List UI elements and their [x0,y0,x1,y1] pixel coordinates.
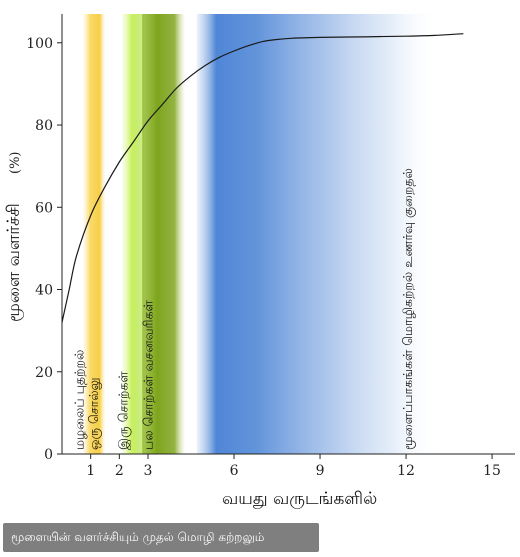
x-tick-label: 1 [86,463,95,479]
axes [61,14,515,455]
x-axis-title: வயது வருடங்களில் [222,489,377,509]
x-tick-label: 12 [397,463,415,479]
band-label-decline: மூளைப்பாகங்கள் மொழிகற்றல் உணர்வு குறைதல் [400,168,416,450]
x-tick-label: 2 [115,463,124,479]
band-two-words [122,14,144,454]
band-label-babbling: மழலைப் புதற்றல் [72,349,87,450]
image-caption: மூளையின் வளர்ச்சியும் முதல் மொழி கற்றலும… [3,523,319,552]
y-tick-label: 60 [35,200,53,216]
band-decline [196,14,441,454]
brain-growth-line [61,33,464,323]
x-tick-label: 15 [483,463,501,479]
band-label-sentences: பல சொற்கள் வசனவரிகள் [140,299,155,450]
y-tick-label: 40 [35,283,53,299]
y-axis-title: மூளை வளர்ச்சி [4,203,24,322]
x-tick-label: 3 [144,463,153,479]
band-babbling [83,14,106,454]
x-ticks: 1 2 3 6 9 12 15 [86,454,501,479]
y-tick-label: 0 [44,447,53,463]
band-labels: மழலைப் புதற்றல் ஒரு சொல்லு இரு சொற்கள் ப… [72,168,416,450]
x-tick-label: 9 [316,463,325,479]
y-axis-unit: (%) [8,152,23,175]
y-tick-label: 20 [35,365,53,381]
band-label-two-words: இரு சொற்கள் [115,371,131,450]
y-tick-label: 80 [35,118,53,134]
band-label-one-word: ஒரு சொல்லு [86,377,102,450]
y-ticks: 0 20 40 60 80 100 [26,36,62,463]
age-stage-bands [83,14,441,454]
y-tick-label: 100 [26,36,53,52]
x-tick-label: 6 [230,463,239,479]
